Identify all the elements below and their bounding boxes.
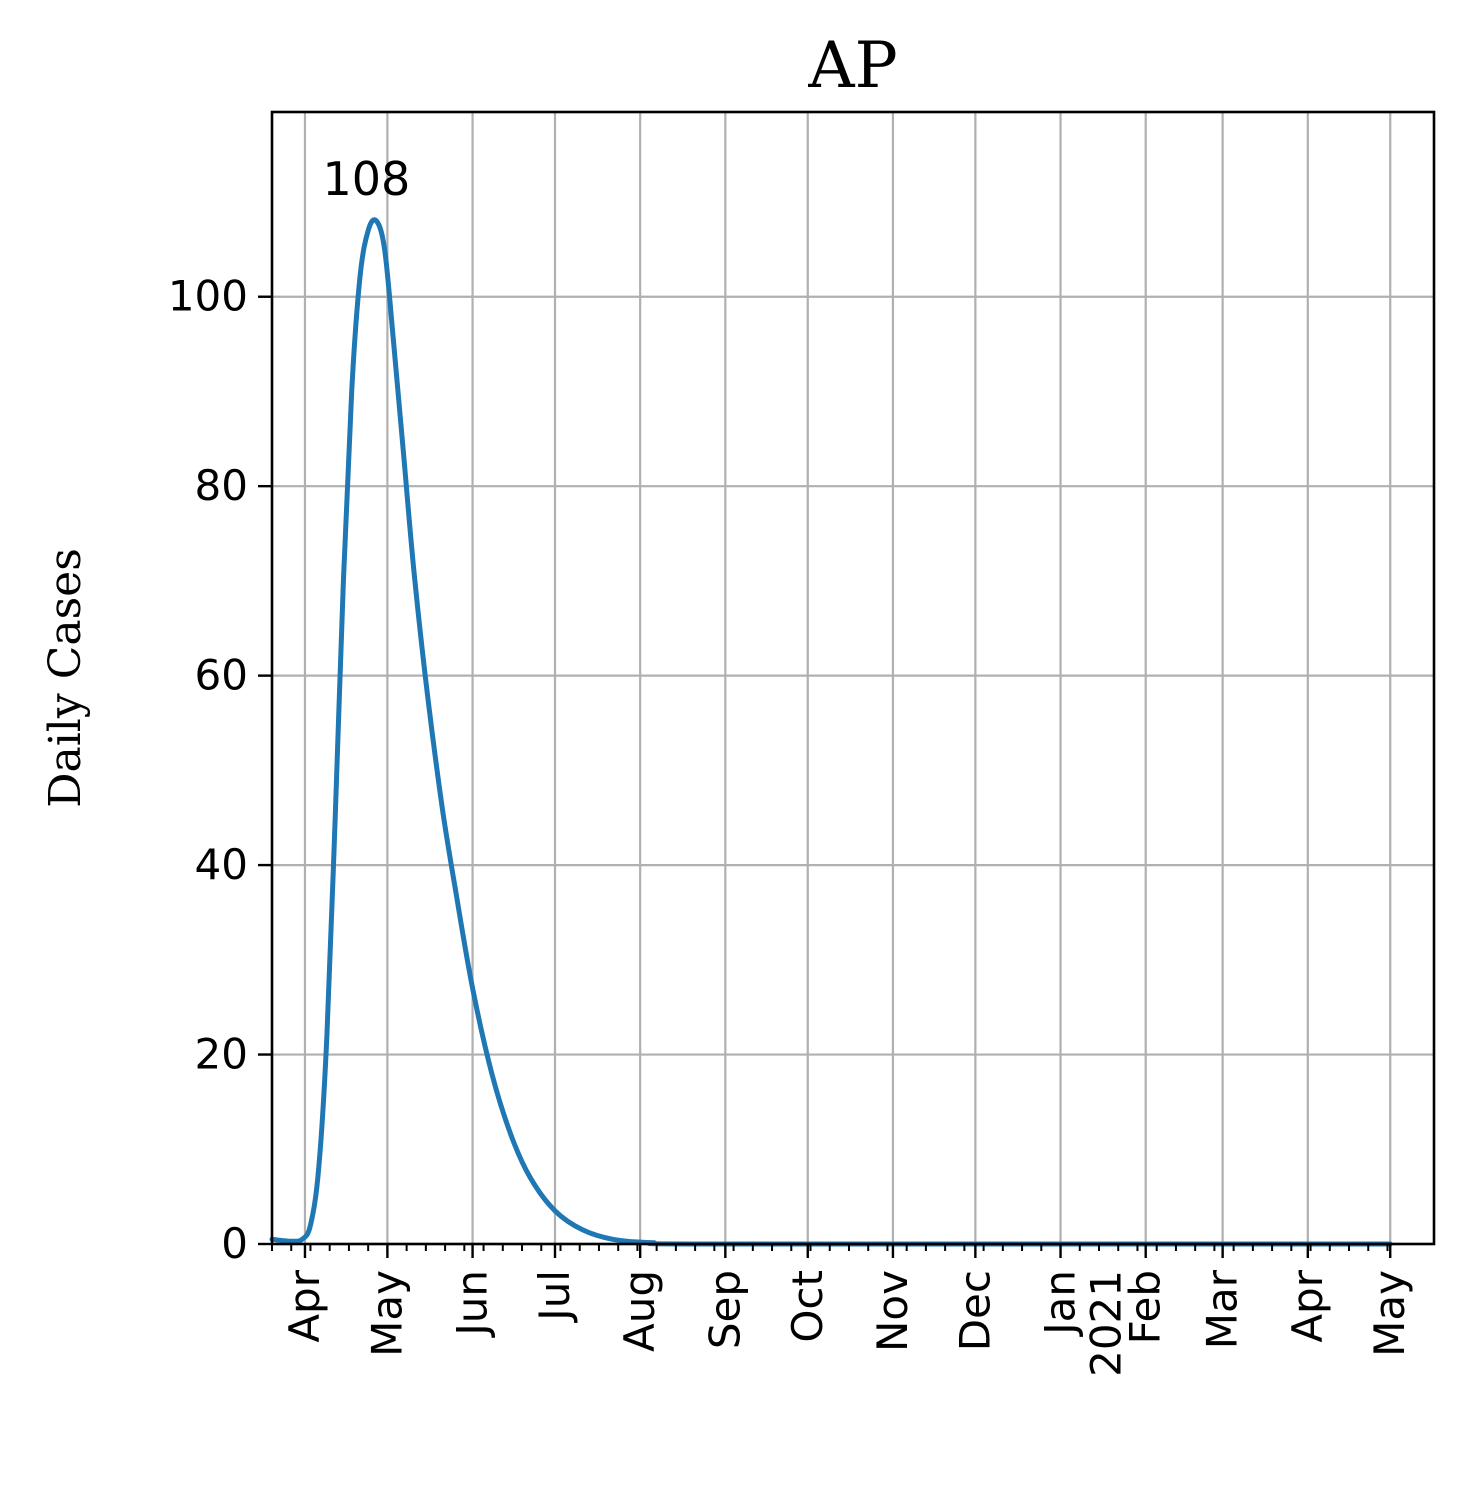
x-tick-label: Oct [783,1270,832,1343]
x-tick-label: May [362,1270,411,1357]
x-tick-label: Apr [1283,1269,1332,1342]
y-tick-label: 80 [195,461,248,510]
peak-annotation: 108 [322,152,410,206]
x-tick-label: Aug [615,1270,664,1352]
x-tick-label: 2021 [1082,1270,1131,1377]
x-tick-label: Jan [1036,1270,1085,1338]
x-tick-label: May [1365,1270,1414,1357]
chart-title: AP [807,29,897,103]
axes: 0 20 40 60 80 100 Apr May Jun Jul Aug Sep Oct Nov Dec J… [168,110,1436,1377]
x-tick-label: Mar [1198,1269,1247,1349]
axes-frame [270,110,1436,1246]
plot-area: 108 [269,152,1393,1247]
y-tick-label: 20 [195,1030,248,1079]
y-axis-label: Daily Cases [40,548,91,808]
grid [272,112,1434,1246]
y-tick-label: 0 [221,1219,248,1268]
x-tick-label: Jun [448,1270,497,1339]
x-tick-label: Sep [700,1270,749,1349]
x-tick-label: Jul [530,1270,579,1324]
x-tick-label: Feb [1121,1270,1170,1344]
y-tick-label: 100 [168,272,248,321]
y-tick-label: 60 [195,651,248,700]
x-tick-label: Dec [950,1270,999,1351]
x-tick-label: Apr [280,1269,329,1342]
y-tick-label: 40 [195,840,248,889]
series-line [269,217,1393,1247]
x-tick-label: Nov [868,1270,917,1352]
